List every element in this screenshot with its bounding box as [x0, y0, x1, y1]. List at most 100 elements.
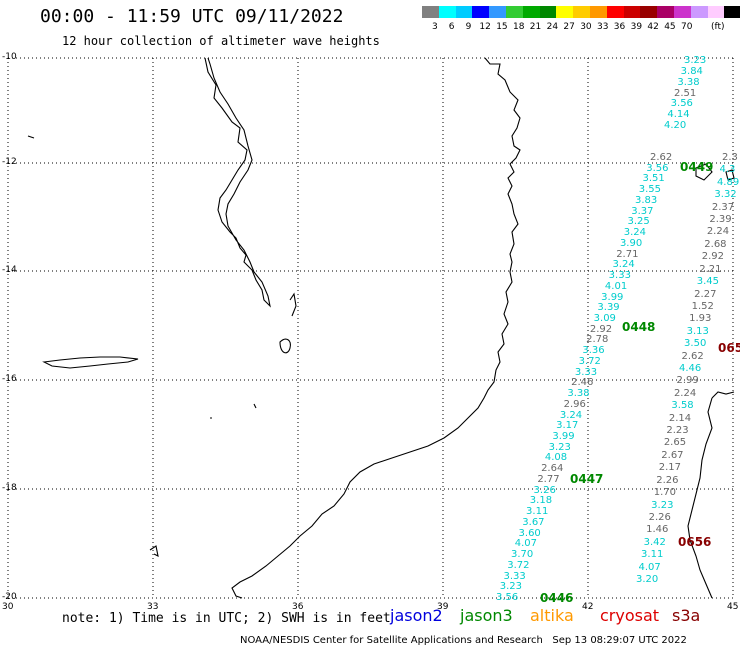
wave-height-value: 3.26 [533, 484, 556, 496]
legend-tick-label: 18 [513, 22, 525, 32]
latitude-label: -14 [2, 265, 17, 275]
wave-height-value: 3.32 [714, 189, 737, 201]
wave-height-value: 3.60 [518, 527, 541, 539]
legend-tick-label: 21 [529, 22, 542, 32]
wave-height-value: 4.14 [667, 109, 690, 121]
legend-swatch [472, 6, 490, 18]
lake-chilwa [289, 292, 297, 317]
wave-height-value: 3.84 [680, 65, 703, 77]
wave-height-value: 4.89 [716, 176, 740, 188]
satellite-label: jason3 [460, 606, 513, 625]
wave-height-value: 1.93 [689, 313, 712, 325]
latitude-label: -18 [2, 483, 17, 493]
wave-height-value: 1.70 [653, 487, 676, 499]
longitude-label: 45 [727, 602, 739, 612]
footnote: note: 1) Time is in UTC; 2) SWH is in fe… [62, 611, 391, 626]
wave-height-value: 2.65 [663, 437, 687, 449]
wave-height-value: 3.23 [499, 581, 523, 593]
wave-height-value: 3.42 [643, 536, 666, 548]
wave-height-value: 3.99 [601, 291, 624, 303]
legend-tick-label: 27 [563, 22, 575, 32]
wave-height-value: 2.26 [656, 474, 679, 486]
wave-height-value: 2.96 [563, 398, 586, 410]
wave-height-value: 4.08 [544, 452, 568, 464]
madagascar-coast [687, 391, 735, 599]
wave-height-value: 3.56 [646, 162, 669, 174]
wave-height-value: 2.68 [704, 238, 727, 250]
wave-height-value: 2.92 [701, 251, 725, 263]
wave-height-value: 3.11 [641, 549, 664, 561]
wave-height-value: 2.71 [616, 248, 639, 260]
legend-tick-label: 45 [664, 22, 676, 32]
wave-height-value: 2.64 [541, 463, 564, 475]
legend-tick-label: 9 [465, 22, 472, 32]
wave-height-value: 3.72 [578, 355, 601, 367]
wave-height-value: 3.50 [684, 338, 707, 350]
longitude-label: 42 [582, 602, 594, 612]
legend-swatch [707, 6, 725, 18]
wave-height-value: 3.67 [522, 516, 545, 528]
wave-height-value: 2.17 [658, 462, 682, 474]
wave-height-value: 3.99 [552, 431, 575, 443]
wave-height-value: 3.20 [636, 574, 659, 585]
satellite-label: altika [530, 606, 574, 625]
satellite-label: cryosat [600, 606, 660, 625]
mozambique-coast [231, 57, 521, 599]
latitude-label: -16 [2, 374, 17, 384]
legend-swatch [506, 6, 523, 18]
wave-height-value: 2.99 [676, 375, 699, 387]
wave-height-value: 3.09 [593, 312, 616, 324]
wave-height-value: 3.25 [627, 216, 650, 228]
legend-tick-label: 24 [546, 22, 559, 32]
wave-height-value: 3.55 [638, 184, 661, 196]
page-title: 00:00 - 11:59 UTC 09/11/2022 [40, 6, 344, 27]
longitude-label: 39 [437, 602, 449, 612]
legend-tick-label: 15 [496, 22, 508, 32]
legend-tick-label: 36 [613, 22, 626, 32]
legend-swatch [623, 6, 641, 18]
wave-height-value: 3.72 [507, 559, 530, 571]
legend-swatch [455, 6, 473, 18]
legend-swatch [657, 6, 674, 18]
wave-height-value: 3.45 [696, 276, 719, 288]
wave-height-value: 3.23 [684, 55, 707, 66]
wave-height-value: 4.07 [514, 538, 538, 550]
wave-height-value: 3.33 [503, 570, 526, 582]
wave-height-value: 3.37 [631, 205, 654, 217]
legend-tick-label: 42 [647, 22, 659, 32]
latitude-label: -12 [2, 157, 17, 167]
wave-height-value: 3.17 [556, 420, 579, 432]
wave-height-value: 3.39 [597, 302, 620, 314]
longitude-label: 30 [2, 602, 14, 612]
wave-height-value: 2.77 [537, 473, 560, 485]
wave-height-value: 4.01 [604, 280, 628, 292]
wave-height-value: 4.46 [679, 363, 702, 374]
legend-tick-label: 6 [448, 22, 455, 32]
pass-id-label: 0446 [540, 591, 574, 605]
wave-height-value: 2.46 [571, 377, 594, 389]
legend-tick-label: 3 [432, 22, 438, 32]
legend-swatch [422, 6, 439, 18]
wave-height-value: 2.39 [709, 214, 732, 226]
legend-swatch [573, 6, 590, 18]
wave-height-value: 3.56 [670, 98, 693, 110]
lake-malawi-shore [204, 57, 271, 308]
longitude-label: 33 [147, 602, 159, 612]
wave-height-value: 2.78 [586, 334, 609, 346]
legend-swatch [724, 6, 740, 18]
wave-height-value: 3.33 [574, 366, 598, 378]
wave-height-value: 4.3 [719, 164, 736, 176]
legend-swatch [438, 6, 456, 18]
pass-id-label: 065 [718, 341, 740, 355]
legend-swatch [690, 6, 708, 18]
pass-id-label: 0656 [678, 535, 712, 549]
satellite-label: jason2 [390, 606, 443, 625]
lake-kariba [42, 356, 139, 369]
latitude-label: -20 [2, 592, 17, 602]
mayotte-island [725, 169, 735, 181]
credits-footer: NOAA/NESDIS Center for Satellite Applica… [240, 635, 687, 646]
wave-height-value: 3.13 [686, 325, 709, 337]
wave-height-value: 3.51 [642, 173, 665, 185]
wave-height-value: 1.52 [691, 300, 714, 312]
pass-id-label: 0449 [680, 160, 714, 174]
